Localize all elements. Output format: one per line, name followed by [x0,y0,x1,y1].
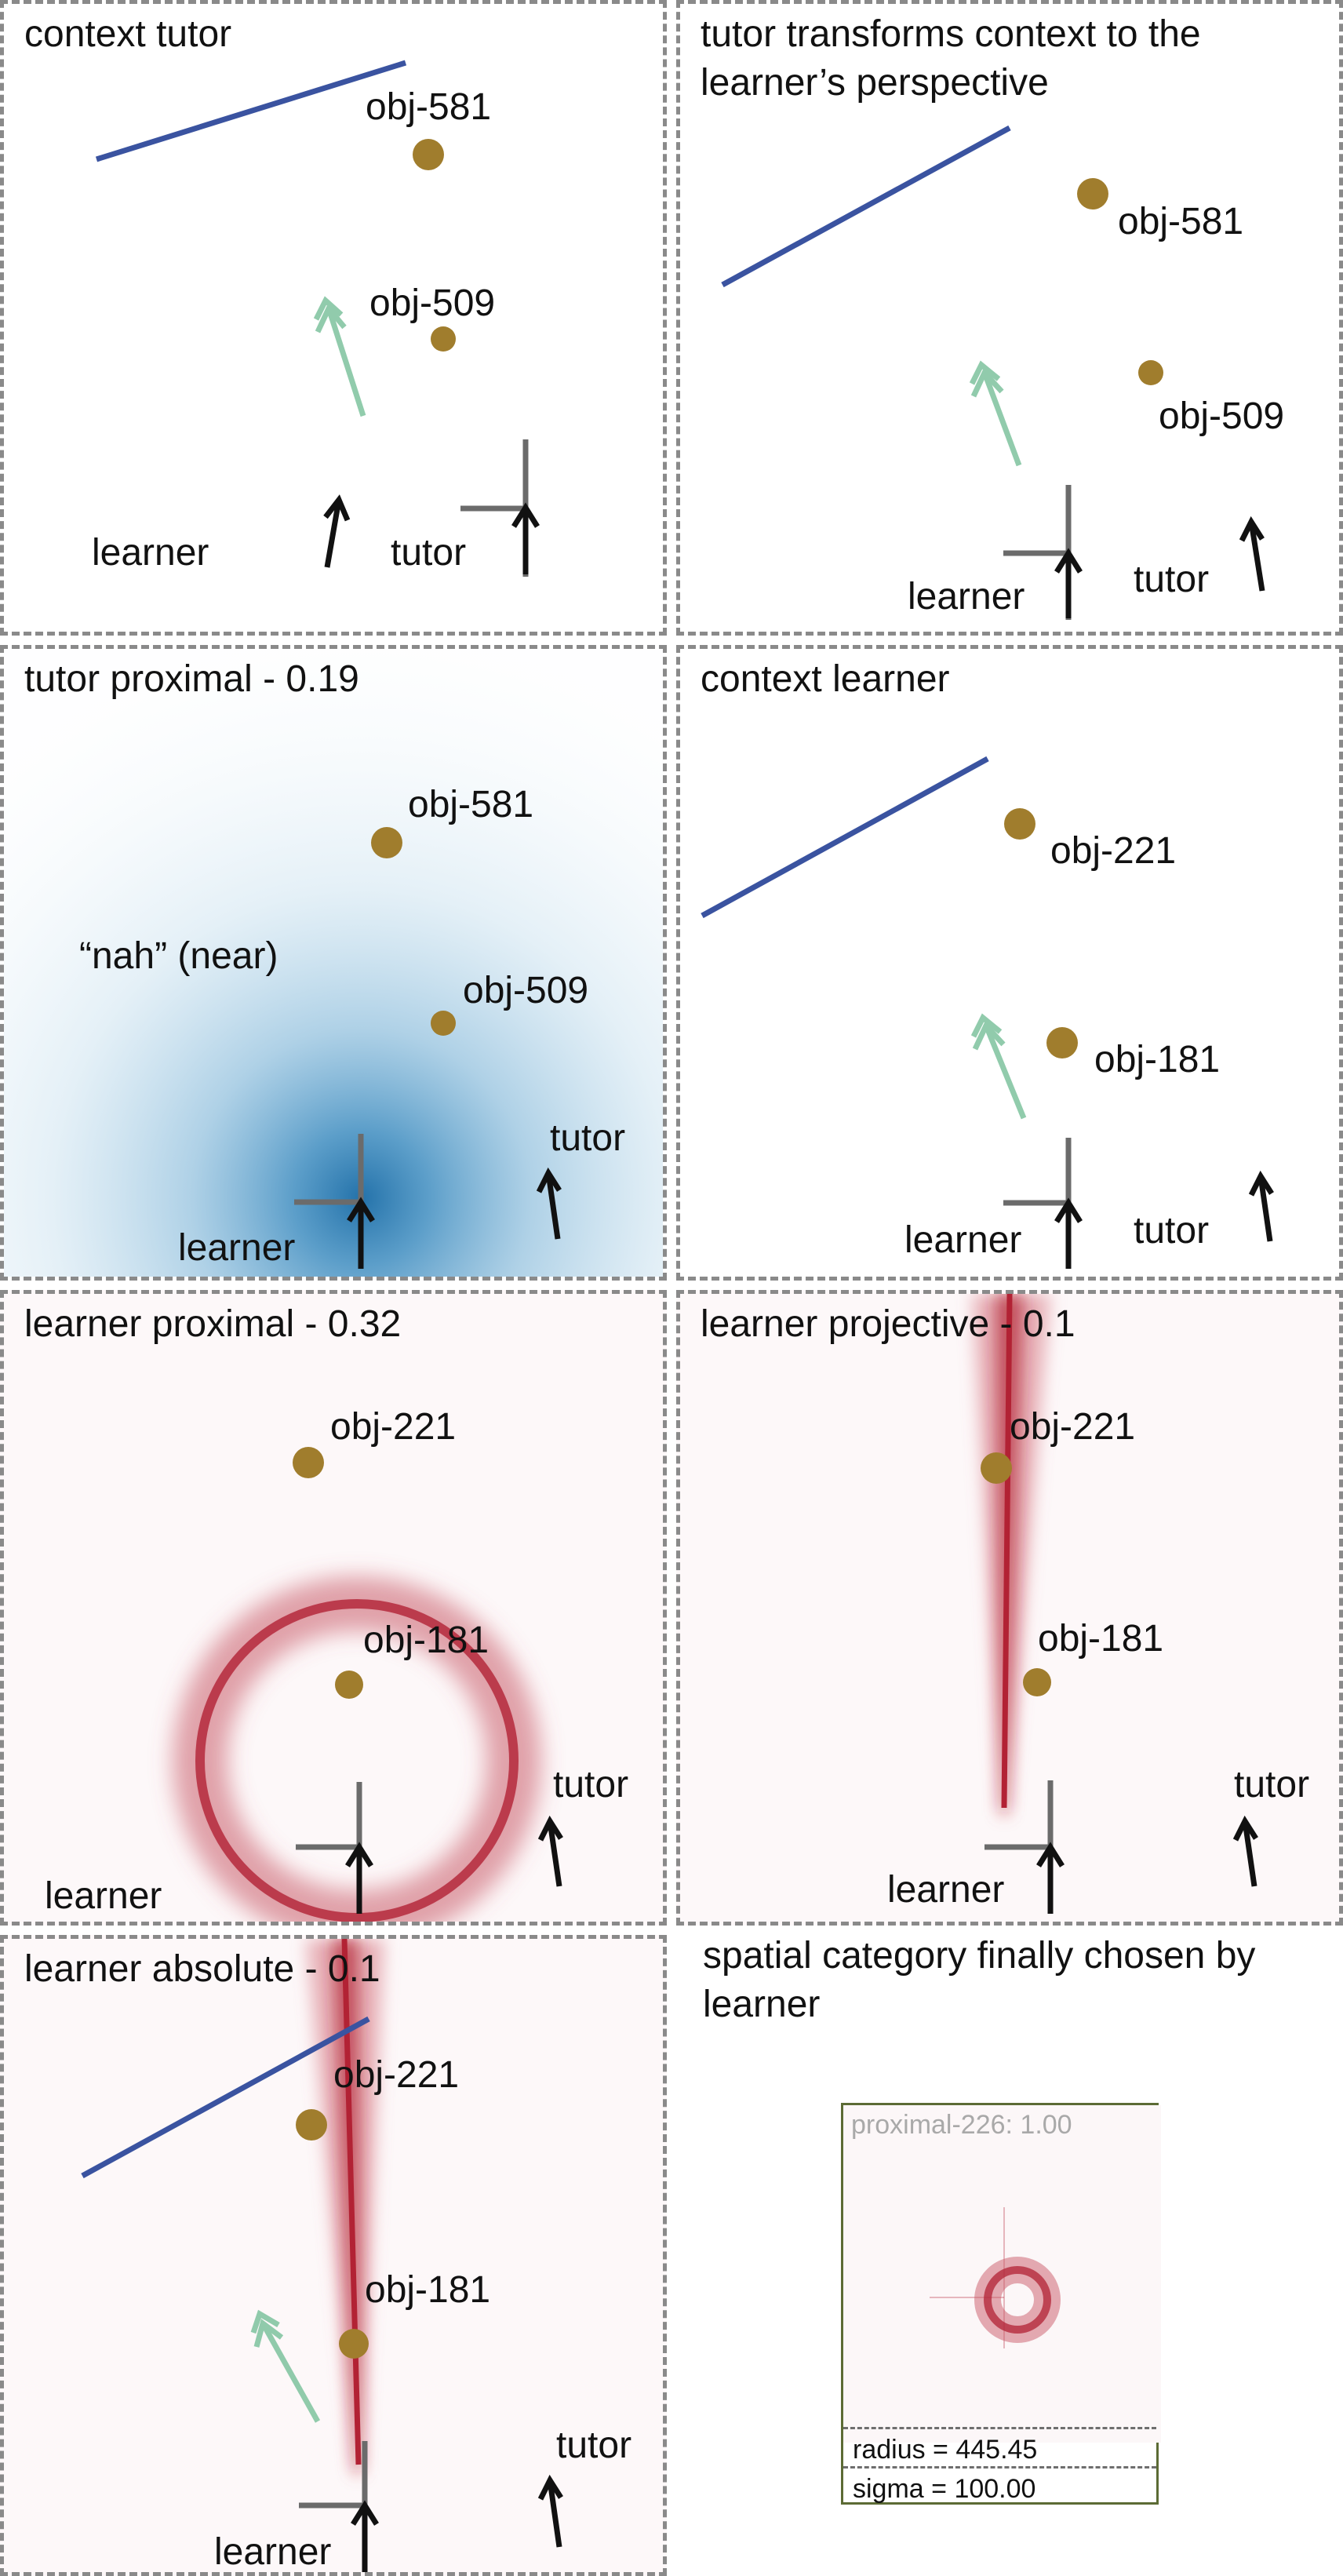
object-marker [293,1447,324,1478]
agent-label-learner: learner [214,2531,332,2573]
agent-label-tutor: tutor [1134,559,1210,600]
panel-title: tutor transforms context to the learner’… [701,13,1201,104]
panel-title: learner absolute - 0.1 [24,1948,380,1990]
category-card: proximal-226: 1.00 radius = 445.45 sigma… [841,2103,1161,2505]
learner-arrow [351,2500,379,2572]
object-label: obj-221 [333,2054,460,2096]
panel-title: learner proximal - 0.32 [24,1303,402,1345]
agent-label-learner: learner [904,1219,1022,1261]
learner-arrow [1036,1842,1065,1914]
object-label: obj-221 [1010,1406,1136,1448]
learner-arrow [1054,1197,1083,1269]
pointing-arrow [969,360,1022,467]
proximal-ring [173,1576,541,1922]
tutor-arrow [1248,1170,1274,1242]
scene-learner-projective [972,1294,1258,1914]
sigma-label: sigma = 100.00 [843,2466,1156,2509]
pointing-arrow [313,296,366,417]
agent-label-learner: learner [92,532,209,574]
object-marker [371,827,402,858]
tutor-arrow [1239,516,1265,592]
object-marker [1046,1027,1078,1058]
object-marker [296,2109,327,2141]
agent-label-tutor: tutor [553,1764,629,1805]
agent-label-tutor: tutor [556,2425,632,2466]
panel-tutor-transforms: tutor transforms context to the learner’… [676,0,1343,636]
panel-learner-projective: learner projective - 0.1 obj-221 obj-181… [676,1290,1343,1926]
object-marker [431,326,456,352]
object-marker [431,1011,456,1036]
tutor-arrow [1232,1815,1258,1887]
panel-title: tutor proximal - 0.19 [24,658,359,700]
object-label: obj-509 [1159,395,1285,437]
category-label: proximal-226: 1.00 [851,2110,1072,2140]
object-marker [1138,360,1163,385]
radius-label: radius = 445.45 [843,2427,1156,2470]
object-marker [1077,178,1108,210]
tutor-arrow [537,1815,563,1887]
object-label: obj-581 [366,86,492,128]
proximal-heatmap [4,649,663,1277]
pointing-arrow [970,1013,1027,1120]
landmark-line [81,2016,370,2179]
absolute-beam [306,1939,384,2475]
object-label: obj-581 [1118,201,1244,242]
learner-arrow [323,494,351,568]
object-marker [1023,1668,1051,1696]
agent-label-tutor: tutor [550,1117,626,1159]
object-label: obj-509 [369,282,496,324]
agent-label-learner: learner [887,1869,1005,1911]
object-label: obj-221 [330,1406,457,1448]
landmark-line [721,125,1011,288]
panel-context-tutor: context tutor obj-581 obj-509 learner tu… [0,0,667,636]
tutor-arrow [536,1167,562,1240]
learner-arrow [1054,548,1083,618]
tutor-axis-cross [460,439,529,577]
panel-learner-absolute: learner absolute - 0.1 obj-221 obj-181 l… [0,1935,667,2576]
panel-title: context learner [701,658,950,700]
learner-arrow [345,1842,373,1914]
object-marker [981,1452,1012,1484]
scene-tutor-proximal [4,649,663,1277]
agent-label-learner: learner [908,576,1025,618]
object-marker [339,2329,369,2359]
landmark-line [95,60,407,162]
object-marker [413,139,444,170]
panel-tutor-proximal: tutor proximal - 0.19 “nah” (near) obj-5… [0,645,667,1281]
scene-context-tutor [95,60,540,577]
panel-learner-proximal: learner proximal - 0.32 obj-221 obj-181 … [0,1290,667,1926]
object-label: obj-181 [363,1620,490,1661]
agent-label-learner: learner [45,1875,162,1917]
object-marker [335,1671,363,1699]
panel-title: learner projective - 0.1 [701,1303,1075,1345]
object-label: obj-181 [1038,1618,1164,1660]
utterance-label: “nah” (near) [79,935,278,977]
agent-label-learner: learner [178,1227,296,1269]
agent-label-tutor: tutor [1134,1210,1210,1252]
object-label: obj-181 [365,2269,491,2311]
category-preview [843,2105,1161,2443]
object-label: obj-181 [1094,1039,1221,1080]
panel-title: context tutor [24,13,232,55]
object-marker [1004,808,1035,840]
tutor-arrow [511,502,540,574]
scene-context-learner [701,756,1274,1269]
panel-title: spatial category finally chosen by learn… [703,1935,1256,2025]
agent-label-tutor: tutor [1234,1764,1310,1805]
object-label: obj-221 [1050,830,1177,872]
panel-final-category: spatial category finally chosen by learn… [672,1908,1343,2576]
object-label: obj-581 [408,784,534,825]
learner-arrow [347,1197,375,1269]
projective-beam [972,1294,1050,1816]
scene-learner-proximal [173,1447,563,1922]
scene-tutor-transforms [721,125,1265,620]
scene-learner-absolute [81,1939,563,2572]
landmark-line [701,756,989,919]
panel-context-learner: context learner obj-221 obj-181 learner … [676,645,1343,1281]
pointing-arrow [250,2309,321,2423]
tutor-arrow [537,2474,563,2548]
object-label: obj-509 [463,970,589,1011]
agent-label-tutor: tutor [391,532,467,574]
